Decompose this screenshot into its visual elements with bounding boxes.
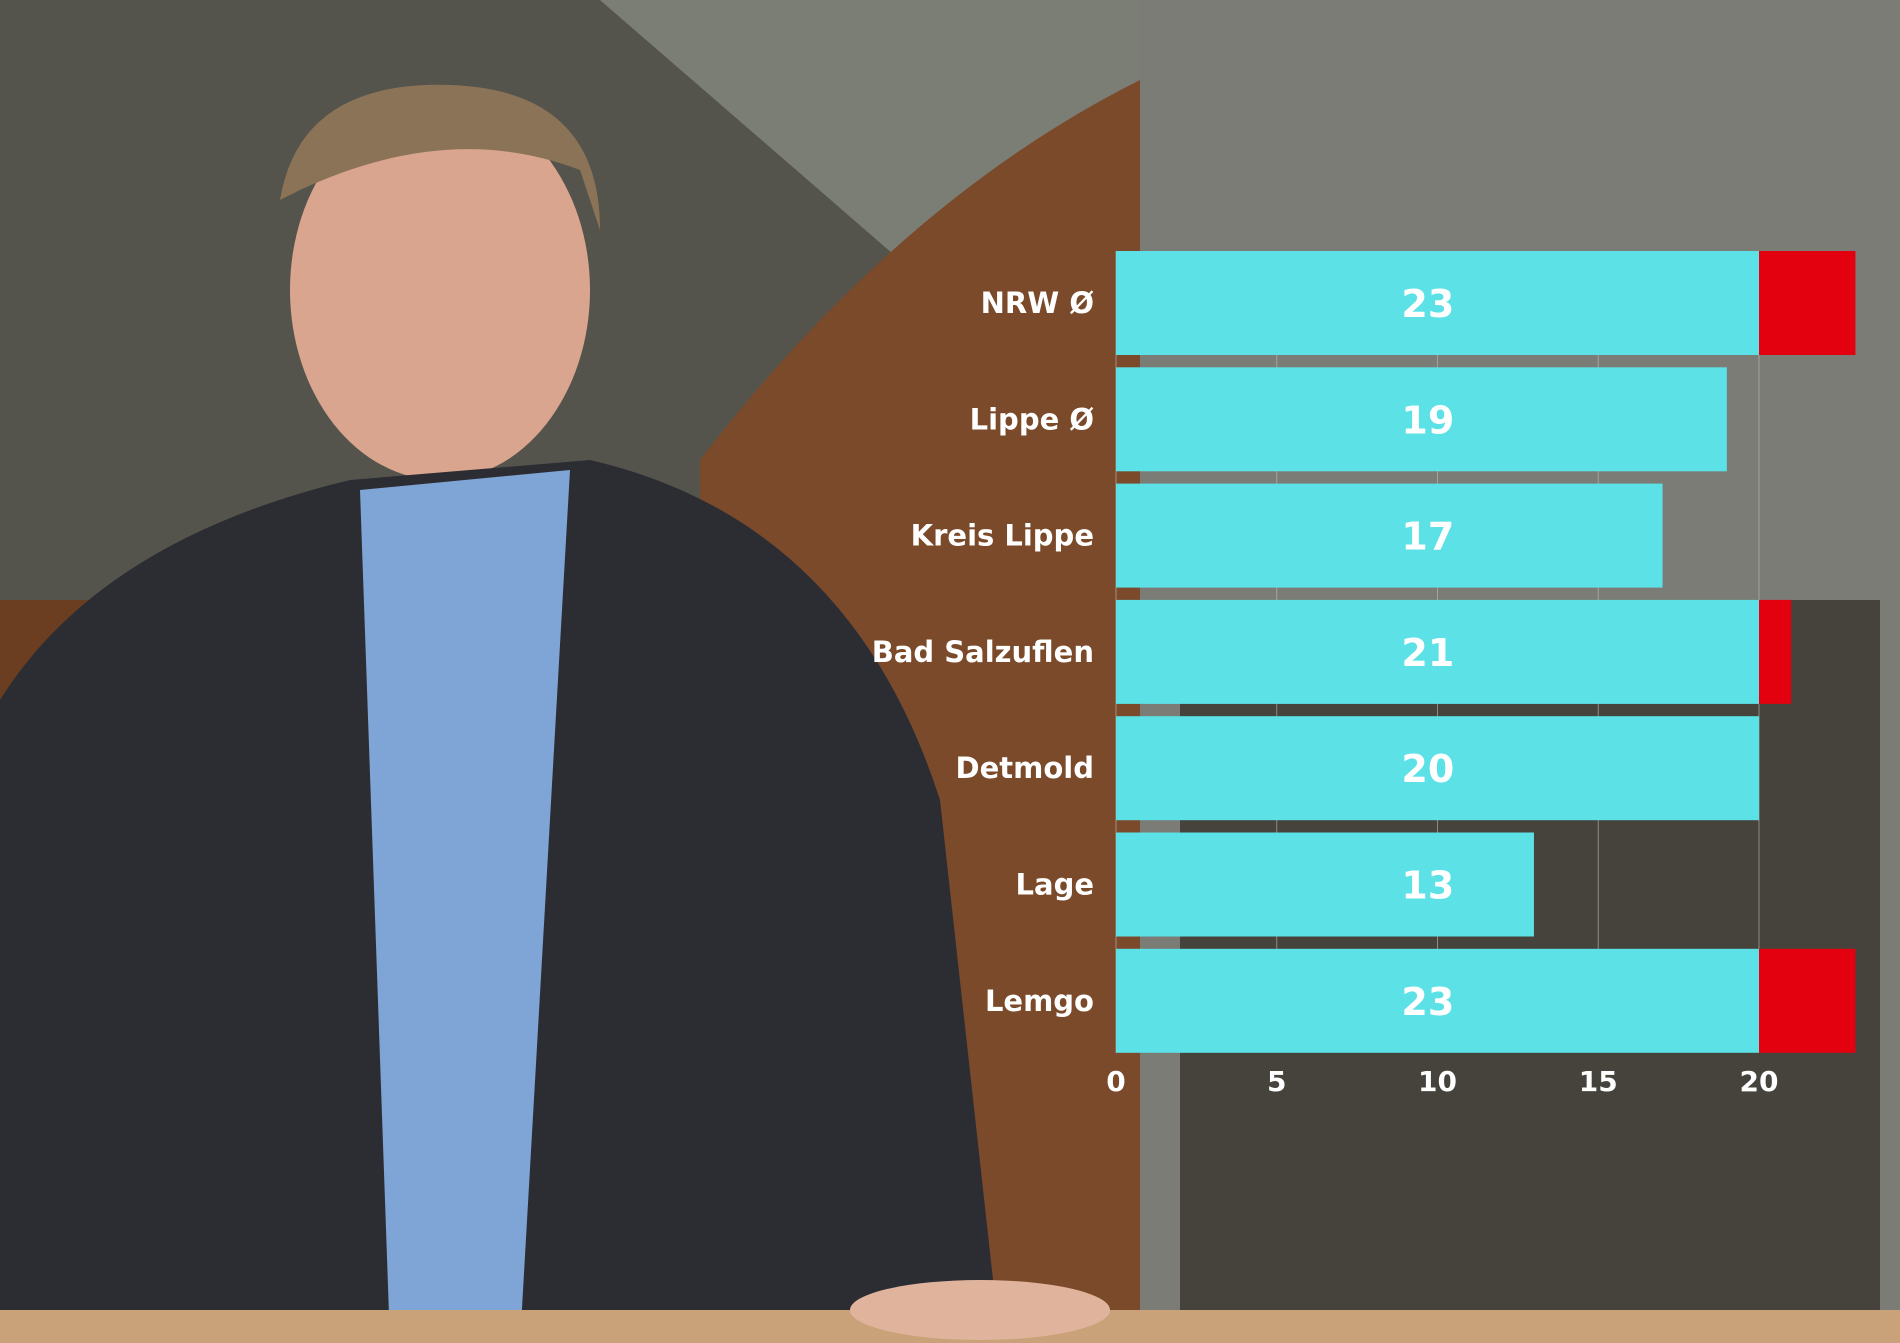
data-label: 21 [1401,631,1454,675]
x-tick-label: 0 [1106,1065,1125,1098]
bar [1116,832,1534,937]
data-label: 20 [1401,747,1454,791]
data-label: 23 [1401,282,1454,326]
data-label: 23 [1401,980,1454,1024]
x-tick-label: 5 [1267,1065,1286,1098]
category-label: NRW Ø [981,286,1094,320]
x-tick-label: 10 [1418,1065,1457,1098]
bar [1116,716,1759,821]
category-label: Lemgo [985,984,1094,1018]
category-label: Bad Salzuflen [872,635,1094,669]
bar-excess [1759,599,1792,704]
category-label: Kreis Lippe [911,519,1094,553]
bar-excess [1759,948,1856,1053]
bar-excess [1759,251,1856,355]
data-label: 13 [1401,864,1454,908]
bar [1116,367,1727,472]
bar [1116,483,1663,588]
category-label: Detmold [956,751,1094,785]
bar [1116,599,1759,704]
category-label: Lage [1016,868,1094,902]
bar [1116,251,1759,355]
x-tick-label: 15 [1579,1065,1618,1098]
category-label: Lippe Ø [970,402,1094,436]
bar [1116,948,1759,1053]
x-tick-label: 20 [1740,1065,1779,1098]
data-label: 19 [1401,398,1454,442]
data-label: 17 [1401,515,1454,559]
